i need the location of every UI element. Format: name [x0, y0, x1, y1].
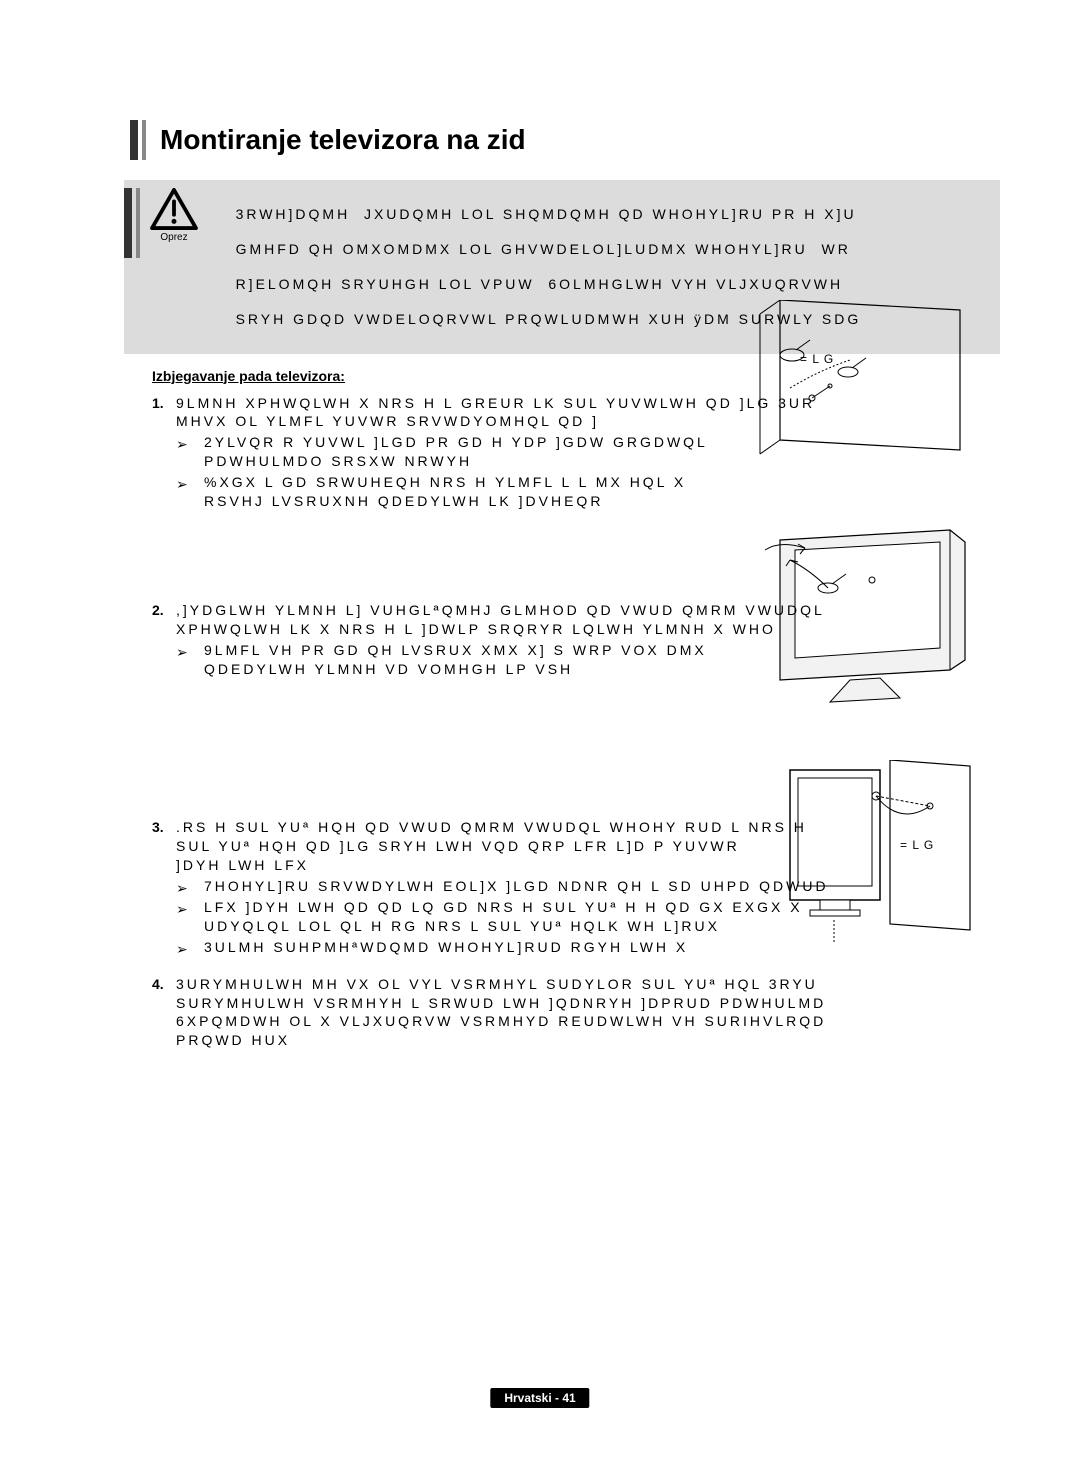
arrow-icon: ➢ — [176, 435, 188, 454]
step-text-line: SUL YUª HQH QD ]LG SRYH LWH VQD QRP LFR … — [176, 838, 740, 854]
sub-line: PDWHULMDO SRSXW NRWYH — [204, 453, 472, 469]
step-text-line: XPHWQLWH LK X NRS H L ]DWLP SRQRYR LQLWH… — [176, 621, 776, 637]
caution-line-1: GMHFD QH OMXOMDMX LOL GHVWDELOL]LUDMX WH… — [236, 241, 851, 257]
sub-line: QDEDYLWH YLMNH VD VOMHGH LP VSH — [204, 661, 573, 677]
sub-line: RSVHJ LVSRUXNH QDEDYLWH LK ]DVHEQR — [204, 493, 603, 509]
caution-line-0: 3RWH]DQMH JXUDQMH LOL SHQMDQMH QD WHOHYL… — [236, 206, 857, 222]
page-title: Montiranje televizora na zid — [160, 120, 526, 160]
title-wrap: Montiranje televizora na zid — [130, 120, 1000, 160]
step-3: 3. .RS H SUL YUª HQH QD VWUD QMRM VWUDQL… — [152, 818, 1000, 956]
sub-line: LFX ]DYH LWH QD QD LQ GD NRS H SUL YUª H… — [204, 899, 803, 915]
sub-list: ➢ 9LMFL VH PR GD QH LVSRUX XMX X] S WRP … — [176, 641, 1000, 679]
arrow-icon: ➢ — [176, 940, 188, 959]
title-accent-bar-1 — [130, 120, 138, 160]
arrow-icon: ➢ — [176, 879, 188, 898]
step-text-line: ,]YDGLWH YLMNH L] VUHGLªQMHJ GLMHOD QD V… — [176, 602, 825, 618]
sub-list: ➢ 7HOHYL]RU SRVWDYLWH EOL]X ]LGD NDNR QH… — [176, 877, 1000, 957]
step-text-line: 6XPQMDWH OL X VLJXUQRVW VSRMHYD REUDWLWH… — [176, 1013, 826, 1029]
sub-line: 2YLVQR R YUVWL ]LGD PR GD H YDP ]GDW GRG… — [204, 434, 708, 450]
step-4: 4. 3URYMHULWH MH VX OL VYL VSRMHYL SUDYL… — [152, 975, 1000, 1051]
caution-label: Oprez — [160, 232, 187, 243]
sub-line: 3ULMH SUHPMHªWDQMD WHOHYL]RUD RGYH LWH X — [204, 939, 688, 955]
sub-item: ➢ 7HOHYL]RU SRVWDYLWH EOL]X ]LGD NDNR QH… — [176, 877, 1000, 896]
sub-item: ➢ 9LMFL VH PR GD QH LVSRUX XMX X] S WRP … — [176, 641, 1000, 679]
sub-item: ➢ LFX ]DYH LWH QD QD LQ GD NRS H SUL YUª… — [176, 898, 1000, 936]
sub-item: ➢ 3ULMH SUHPMHªWDQMD WHOHYL]RUD RGYH LWH… — [176, 938, 1000, 957]
arrow-icon: ➢ — [176, 643, 188, 662]
step-num: 4. — [152, 975, 164, 994]
arrow-icon: ➢ — [176, 900, 188, 919]
step-num: 2. — [152, 601, 164, 620]
warning-icon — [150, 188, 198, 230]
step-1: 1. 9LMNH XPHWQLWH X NRS H L GREUR LK SUL… — [152, 394, 1000, 511]
step-text-line: .RS H SUL YUª HQH QD VWUD QMRM VWUDQL WH… — [176, 819, 807, 835]
caution-side-bars — [124, 188, 140, 258]
step-text-line: SURYMHULWH VSRMHYH L SRWUD LWH ]QDNRYH ]… — [176, 995, 826, 1011]
step-text-line: PRQWD HUX — [176, 1032, 290, 1048]
steps-list: 1. 9LMNH XPHWQLWH X NRS H L GREUR LK SUL… — [130, 394, 1000, 1051]
step-text-line: ]DYH LWH LFX — [176, 857, 309, 873]
sub-line: 9LMFL VH PR GD QH LVSRUX XMX X] S WRP VO… — [204, 642, 707, 658]
sub-line: UDYQLQL LOL QL H RG NRS L SUL YUª HQLK W… — [204, 918, 720, 934]
zid-label-1: = L G — [800, 352, 834, 366]
sub-item: ➢ 2YLVQR R YUVWL ]LGD PR GD H YDP ]GDW G… — [176, 433, 1000, 471]
sub-list: ➢ 2YLVQR R YUVWL ]LGD PR GD H YDP ]GDW G… — [176, 433, 1000, 511]
sub-line: %XGX L GD SRWUHEQH NRS H YLMFL L L MX HQ… — [204, 474, 686, 490]
caution-line-2: R]ELOMQH SRYUHGH LOL VPUW 6OLMHGLWH VYH … — [236, 276, 844, 292]
step-num: 1. — [152, 394, 164, 413]
sub-line: 7HOHYL]RU SRVWDYLWH EOL]X ]LGD NDNR QH L… — [204, 878, 829, 894]
step-2: 2. ,]YDGLWH YLMNH L] VUHGLªQMHJ GLMHOD Q… — [152, 601, 1000, 679]
title-accent-bar-2 — [142, 120, 146, 160]
step-text-line: 3URYMHULWH MH VX OL VYL VSRMHYL SUDYLOR … — [176, 976, 818, 992]
step-text-line: MHVX OL YLMFL YUVWR SRVWDYOMHQL QD ] — [176, 413, 599, 429]
page-footer: Hrvatski - 41 — [490, 1388, 589, 1408]
sub-item: ➢ %XGX L GD SRWUHEQH NRS H YLMFL L L MX … — [176, 473, 1000, 511]
warning-column: Oprez — [150, 188, 198, 243]
step-text-line: 9LMNH XPHWQLWH X NRS H L GREUR LK SUL YU… — [176, 395, 815, 411]
arrow-icon: ➢ — [176, 475, 188, 494]
step-num: 3. — [152, 818, 164, 837]
